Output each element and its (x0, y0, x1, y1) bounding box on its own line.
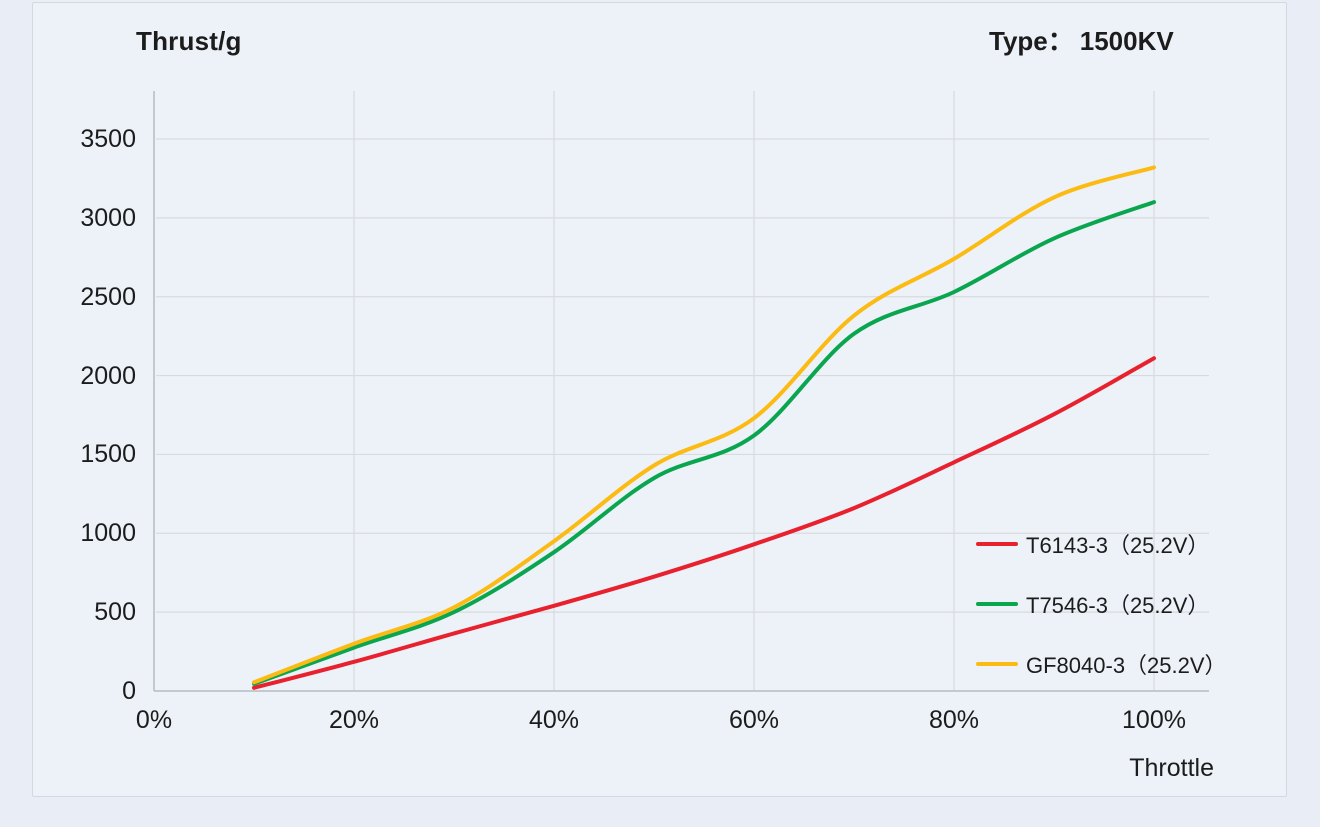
legend-item-gf8040-3: GF8040-3（25.2V） (976, 650, 1227, 678)
legend: T6143-3（25.2V） T7546-3（25.2V） GF8040-3（2… (976, 530, 1227, 710)
legend-item-t7546-3: T7546-3（25.2V） (976, 590, 1227, 618)
x-tick-label: 40% (528, 706, 580, 734)
x-tick-label: 0% (135, 706, 173, 734)
motor-type-value: 1500KV (1079, 26, 1174, 56)
x-tick-label: 100% (1122, 706, 1186, 734)
series-line-t6143-3-25-2v (252, 356, 1156, 690)
y-tick-label: 2500 (80, 282, 136, 311)
x-tick-label: 80% (928, 706, 980, 734)
motor-type-label: Type： (989, 26, 1074, 56)
x-tick-label: 60% (728, 706, 780, 734)
thrust-throttle-chart (153, 91, 1209, 692)
legend-line-swatch-green (976, 602, 1018, 606)
x-axis-title: Throttle (1129, 754, 1214, 782)
y-tick-label: 1500 (80, 440, 136, 469)
series-line-t7546-3-25-2v (252, 200, 1156, 686)
y-tick-label: 1000 (80, 519, 136, 548)
y-tick-label: 500 (94, 598, 136, 627)
chart-card: Thrust/g Type： 1500KV 0 500 1000 1500 2000 250… (32, 2, 1287, 797)
legend-label: T6143-3（25.2V） (1026, 533, 1210, 558)
legend-label: T7546-3（25.2V） (1026, 593, 1210, 618)
y-tick-label: 3500 (80, 125, 136, 153)
series-line-gf8040-3-25-2v (252, 165, 1156, 685)
legend-item-t6143-3: T6143-3（25.2V） (976, 530, 1227, 558)
legend-label: GF8040-3（25.2V） (1026, 653, 1227, 678)
legend-line-swatch-red (976, 542, 1018, 546)
chart-y-axis-unit-title: Thrust/g (136, 26, 242, 56)
motor-type-block: Type： 1500KV (989, 26, 1174, 56)
legend-line-swatch-yellow (976, 662, 1018, 666)
y-tick-label: 2000 (80, 361, 136, 390)
x-tick-label: 20% (328, 706, 380, 734)
y-tick-label: 3000 (80, 203, 136, 232)
y-tick-label: 0 (122, 677, 136, 705)
